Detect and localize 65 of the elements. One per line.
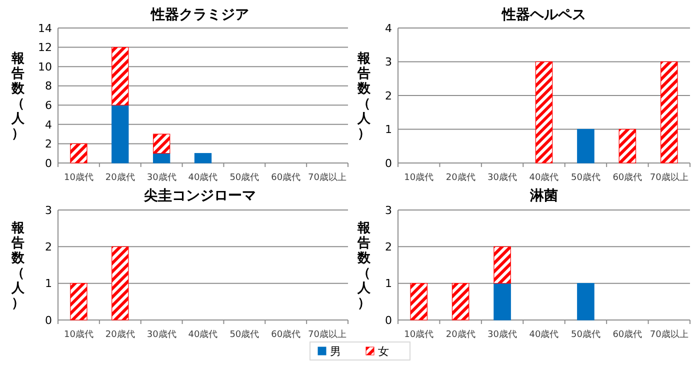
x-tick-label: 10歳代	[404, 172, 434, 183]
x-tick-label: 10歳代	[64, 172, 94, 183]
y-tick-label: 14	[38, 22, 52, 35]
y-tick-label: 2	[45, 240, 52, 254]
bar	[112, 46, 129, 106]
x-tick-label: 30歳代	[146, 329, 176, 340]
x-tick-label: 50歳代	[570, 329, 600, 340]
x-tick-label: 40歳代	[529, 172, 559, 183]
x-tick-label: 50歳代	[570, 172, 600, 183]
x-tick-label: 70歳以上	[308, 172, 347, 183]
y-tick-label: 4	[385, 22, 392, 35]
y-tick-label: 2	[45, 138, 52, 151]
chart-title: 尖圭コンジローマ	[143, 188, 256, 204]
x-tick-label: 50歳代	[230, 172, 260, 183]
x-tick-label: 20歳代	[105, 172, 135, 183]
y-tick-label: 10	[38, 60, 52, 74]
y-tick-label: 3	[385, 56, 392, 69]
x-tick-label: 70歳以上	[650, 329, 688, 340]
y-tick-label: 3	[45, 204, 52, 217]
legend-label: 女	[378, 345, 389, 358]
x-tick-label: 60歳代	[612, 329, 642, 340]
y-tick-label: 2	[385, 240, 392, 254]
bar	[70, 143, 88, 164]
y-tick-label: 0	[45, 156, 52, 170]
y-tick-label: 0	[385, 156, 392, 170]
x-tick-label: 70歳以上	[650, 172, 688, 183]
y-tick-label: 1	[385, 123, 392, 136]
x-tick-label: 60歳代	[271, 172, 301, 183]
bar	[152, 134, 170, 154]
bar	[194, 153, 212, 164]
y-axis-title: 報告数（人）	[356, 221, 372, 312]
y-tick-label: 0	[385, 314, 392, 327]
x-tick-label: 10歳代	[64, 329, 94, 340]
x-tick-label: 30歳代	[488, 172, 518, 183]
x-tick-label: 20歳代	[105, 329, 135, 340]
bar	[112, 104, 129, 164]
x-tick-label: 40歳代	[188, 329, 218, 340]
y-tick-label: 0	[45, 314, 52, 327]
bar	[152, 153, 170, 164]
x-tick-label: 40歳代	[188, 172, 218, 183]
x-tick-label: 20歳代	[446, 172, 476, 183]
legend-label: 男	[330, 345, 341, 358]
y-tick-label: 3	[385, 204, 392, 217]
y-tick-label: 1	[385, 277, 392, 290]
y-axis-title: 報告数（人）	[10, 52, 26, 142]
chart-title: 性器クラミジア	[150, 7, 249, 23]
y-tick-label: 2	[385, 89, 392, 102]
y-tick-label: 6	[45, 98, 52, 112]
x-tick-label: 10歳代	[404, 329, 434, 340]
y-tick-label: 4	[45, 118, 52, 132]
x-tick-label: 40歳代	[529, 329, 559, 340]
x-tick-label: 60歳代	[612, 172, 642, 183]
x-tick-label: 30歳代	[488, 329, 518, 340]
x-tick-label: 60歳代	[271, 329, 301, 340]
y-tick-label: 12	[38, 41, 52, 54]
y-axis-title: 報告数（人）	[356, 52, 372, 142]
x-tick-label: 70歳以上	[308, 329, 347, 340]
x-tick-label: 50歳代	[230, 329, 260, 340]
y-tick-label: 1	[45, 277, 52, 290]
x-tick-label: 20歳代	[446, 329, 476, 340]
chart-title: 性器ヘルペス	[501, 7, 586, 23]
y-tick-label: 8	[45, 80, 52, 93]
chart-title: 淋菌	[529, 188, 558, 204]
y-axis-title: 報告数（人）	[10, 221, 26, 312]
x-tick-label: 30歳代	[146, 172, 176, 183]
